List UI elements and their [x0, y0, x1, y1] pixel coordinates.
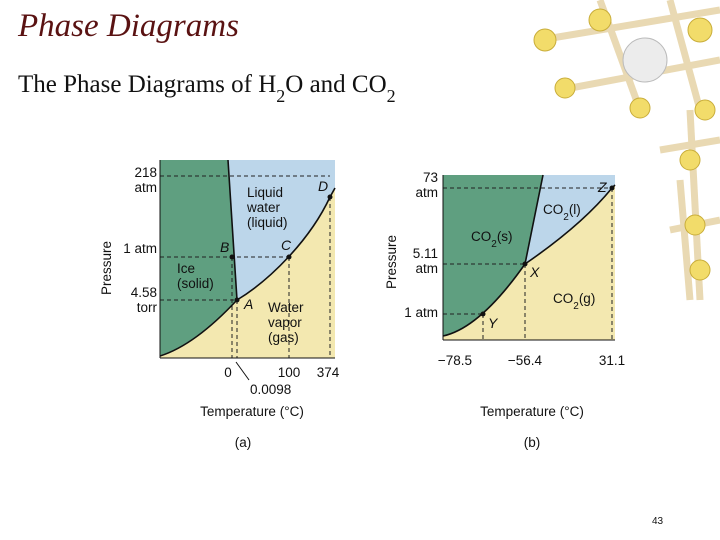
region-label: CO2(s): [471, 229, 513, 250]
label-line: 218: [134, 165, 157, 180]
label-line: (liquid): [247, 215, 288, 230]
label-line: 4.58: [131, 285, 157, 300]
region-label: CO2(g): [553, 291, 595, 312]
region-label: Water vapor (gas): [268, 300, 304, 345]
x-axis-title: Temperature (°C): [200, 404, 304, 419]
label-part: (g): [579, 291, 596, 306]
temperature-label: −56.4: [508, 353, 543, 368]
point-label: X: [529, 264, 540, 280]
point-label: C: [281, 237, 292, 253]
label-line: 5.11: [413, 246, 438, 261]
label-part: CO: [553, 291, 573, 306]
subscript: 2: [387, 86, 396, 106]
temperature-label: 374: [317, 365, 340, 380]
label-line: torr: [137, 300, 158, 315]
caption: (a): [235, 435, 252, 450]
diagram-a: 218 atm 1 atm 4.58 torr 0 100 374 0.0098 P…: [99, 159, 340, 450]
title: Phase Diagrams: [17, 8, 239, 44]
subscript: 2: [276, 86, 285, 106]
label-line: (gas): [268, 330, 299, 345]
point: [327, 194, 333, 200]
point-label: D: [318, 178, 328, 194]
diagram-b: 73 atm 5.11 atm 1 atm −78.5 −56.4 31.1 Pre…: [384, 170, 625, 450]
point-label: Y: [488, 315, 499, 331]
temperature-label: 0.0098: [250, 382, 291, 397]
pressure-label: 1 atm: [404, 305, 438, 320]
page-number: 43: [652, 516, 664, 527]
region-label: Liquid water (liquid): [246, 185, 288, 230]
liquid-region: [228, 160, 335, 300]
label-line: 73: [423, 170, 438, 185]
label-part: (s): [497, 229, 513, 244]
subscript: 2: [573, 301, 579, 312]
point-label: Z: [597, 179, 607, 195]
point-label: A: [243, 296, 253, 312]
point-label: B: [220, 239, 229, 255]
pressure-label: 5.11 atm: [413, 246, 438, 276]
y-axis-title: Pressure: [99, 241, 114, 295]
point: [286, 254, 292, 260]
subtitle-part: O and CO: [285, 71, 386, 98]
subtitle-part: The Phase Diagrams of H: [18, 71, 276, 98]
pressure-label: 4.58 torr: [131, 285, 158, 315]
caption: (b): [524, 435, 541, 450]
pressure-label: 1 atm: [123, 241, 157, 256]
solid-region: [160, 160, 237, 356]
phase-boundary: [524, 184, 616, 265]
label-line: Water: [268, 300, 304, 315]
subtitle: The Phase Diagrams of H2O and CO2: [18, 71, 396, 106]
solid-region: [443, 175, 543, 336]
liquid-region: [525, 175, 615, 264]
label-line: Ice: [177, 261, 195, 276]
subscript: 2: [491, 239, 497, 250]
label-line: atm: [415, 185, 438, 200]
label-line: vapor: [268, 315, 302, 330]
label-line: water: [246, 200, 281, 215]
temperature-label: 0: [224, 365, 232, 380]
phase-boundary: [236, 187, 336, 301]
leader-line: [235, 361, 250, 381]
region-label: Ice (solid): [177, 261, 214, 291]
decoration-atoms: [533, 8, 716, 281]
gas-region: [160, 188, 335, 358]
temperature-label: 100: [278, 365, 301, 380]
point: [234, 297, 240, 303]
label-line: atm: [415, 261, 438, 276]
gas-region: [443, 185, 615, 340]
temperature-label: 31.1: [599, 353, 625, 368]
region-label: CO2(l): [543, 202, 581, 223]
pressure-label: 218 atm: [134, 165, 157, 195]
point: [522, 261, 528, 267]
label-part: CO: [543, 202, 563, 217]
label-line: atm: [134, 180, 157, 195]
point: [480, 311, 486, 317]
point: [609, 185, 615, 191]
pressure-label: 73 atm: [415, 170, 438, 200]
point: [229, 254, 235, 260]
label-part: (l): [569, 202, 581, 217]
label-line: Liquid: [247, 185, 283, 200]
label-line: (solid): [177, 276, 214, 291]
subscript: 2: [563, 212, 569, 223]
temperature-label: −78.5: [438, 353, 472, 368]
label-part: CO: [471, 229, 491, 244]
x-axis-title: Temperature (°C): [480, 404, 584, 419]
y-axis-title: Pressure: [384, 235, 399, 289]
phase-boundary: [442, 174, 544, 337]
